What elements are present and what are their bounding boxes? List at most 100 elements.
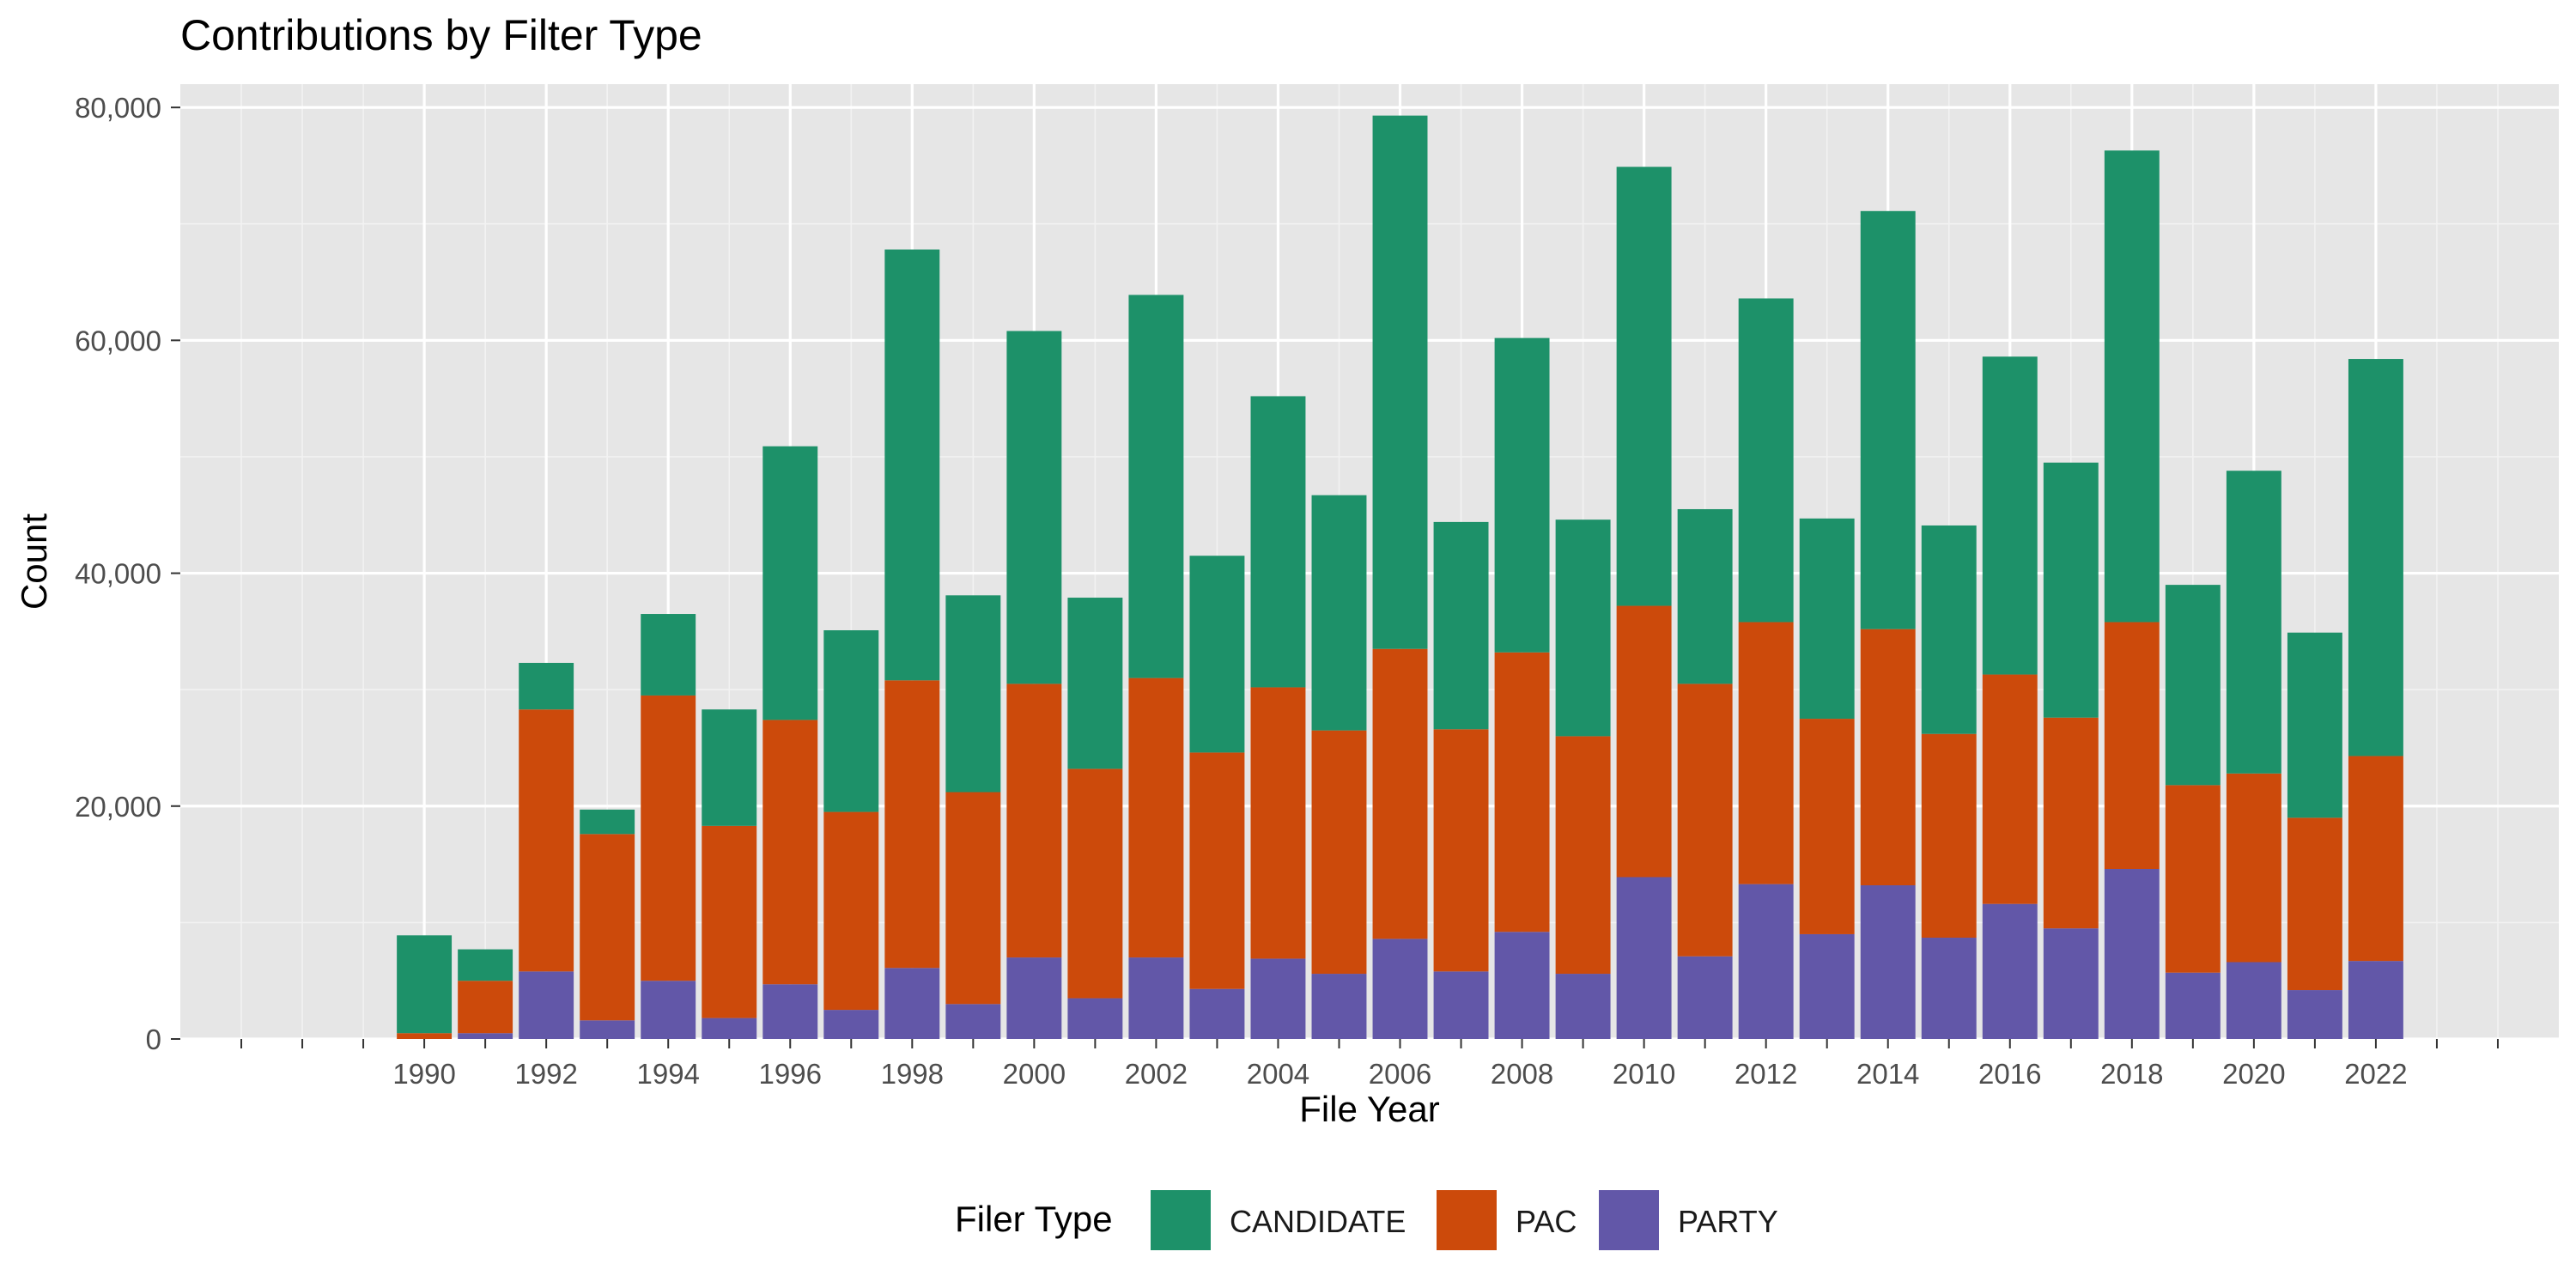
bar-party-2004 — [1250, 958, 1306, 1039]
bar-party-2016 — [1982, 903, 2038, 1039]
bar-candidate-2019 — [2165, 585, 2221, 786]
x-tick-label: 1994 — [636, 1058, 699, 1090]
bar-party-2022 — [2348, 961, 2403, 1039]
x-tick-label: 2004 — [1247, 1058, 1309, 1090]
bar-candidate-2017 — [2043, 462, 2099, 718]
bar-pac-1991 — [458, 981, 513, 1034]
bar-pac-2021 — [2287, 817, 2342, 991]
bar-candidate-2013 — [1799, 518, 1855, 720]
bar-pac-2022 — [2348, 756, 2403, 962]
bar-party-2014 — [1860, 884, 1916, 1039]
bar-candidate-1990 — [397, 935, 453, 1034]
bar-pac-2001 — [1067, 769, 1123, 999]
bar-pac-2002 — [1128, 677, 1184, 958]
bar-candidate-2010 — [1616, 167, 1672, 606]
y-tick-label: 60,000 — [75, 325, 161, 356]
bar-pac-2011 — [1677, 683, 1733, 957]
legend-key-pac — [1437, 1190, 1497, 1250]
bar-candidate-2002 — [1128, 295, 1184, 678]
bar-party-2020 — [2226, 962, 2281, 1039]
bar-candidate-2015 — [1921, 525, 1977, 734]
bar-candidate-1993 — [580, 809, 635, 835]
x-tick-label: 1992 — [514, 1058, 577, 1090]
bar-party-1994 — [641, 981, 696, 1039]
x-tick-label: 2020 — [2222, 1058, 2285, 1090]
x-tick-label: 2018 — [2100, 1058, 2163, 1090]
bar-pac-2010 — [1616, 605, 1672, 878]
bar-pac-1994 — [641, 695, 696, 981]
bar-party-1997 — [823, 1010, 879, 1039]
x-tick-label: 2000 — [1003, 1058, 1066, 1090]
x-tick-label: 2022 — [2344, 1058, 2407, 1090]
bar-pac-2003 — [1189, 752, 1245, 989]
x-tick-label: 2006 — [1369, 1058, 1431, 1090]
x-tick-label: 1996 — [759, 1058, 822, 1090]
bar-party-2009 — [1555, 974, 1611, 1039]
bar-pac-1997 — [823, 811, 879, 1011]
x-tick-label: 2010 — [1613, 1058, 1675, 1090]
legend-title: Filer Type — [955, 1199, 1113, 1239]
bar-pac-2007 — [1433, 729, 1489, 972]
bar-candidate-2011 — [1677, 508, 1733, 684]
bar-pac-1993 — [580, 834, 635, 1021]
bar-pac-2013 — [1799, 719, 1855, 934]
bar-candidate-1999 — [945, 595, 1001, 793]
y-axis-label: Count — [14, 513, 54, 610]
bar-candidate-2003 — [1189, 556, 1245, 753]
bar-pac-2005 — [1311, 730, 1367, 975]
bar-candidate-2018 — [2104, 150, 2160, 623]
legend-key-candidate — [1151, 1190, 1211, 1250]
bar-pac-2009 — [1555, 736, 1611, 975]
bar-candidate-2012 — [1738, 298, 1794, 623]
bar-pac-1995 — [702, 825, 757, 1018]
x-tick-label: 2012 — [1735, 1058, 1797, 1090]
bar-party-2000 — [1006, 957, 1062, 1039]
legend-label-candidate: CANDIDATE — [1230, 1204, 1406, 1239]
plot-panel — [180, 84, 2559, 1039]
bar-party-1998 — [884, 968, 940, 1039]
x-tick-label: 2002 — [1125, 1058, 1188, 1090]
bar-pac-2020 — [2226, 773, 2281, 963]
bar-candidate-2007 — [1433, 521, 1489, 730]
bar-candidate-2016 — [1982, 356, 2038, 675]
chart-title: Contributions by Filter Type — [180, 11, 702, 59]
bar-party-1992 — [519, 971, 574, 1039]
bar-party-2006 — [1372, 939, 1428, 1039]
legend-label-pac: PAC — [1516, 1204, 1577, 1239]
bar-candidate-2014 — [1860, 210, 1916, 629]
bar-party-2021 — [2287, 990, 2342, 1039]
bar-party-2003 — [1189, 988, 1245, 1039]
bar-party-2005 — [1311, 974, 1367, 1039]
bar-candidate-2001 — [1067, 598, 1123, 769]
bar-pac-1998 — [884, 680, 940, 969]
x-axis: 1990 1992 1994 1996 1998 2000 2002 2004 2006 2008… — [240, 1039, 2499, 1090]
bar-party-2001 — [1067, 998, 1123, 1039]
y-tick-label: 80,000 — [75, 92, 161, 124]
bar-candidate-2006 — [1372, 115, 1428, 649]
bar-party-2013 — [1799, 933, 1855, 1039]
bar-candidate-1996 — [762, 446, 818, 720]
x-axis-label: File Year — [1299, 1089, 1439, 1129]
bar-candidate-2008 — [1494, 337, 1550, 653]
bar-pac-2006 — [1372, 648, 1428, 939]
bar-party-1999 — [945, 1004, 1001, 1039]
bar-candidate-2009 — [1555, 519, 1611, 737]
bar-candidate-2000 — [1006, 331, 1062, 684]
bar-pac-2008 — [1494, 652, 1550, 933]
x-tick-label: 2016 — [1978, 1058, 2041, 1090]
bar-party-1995 — [702, 1018, 757, 1039]
bar-pac-1990 — [397, 1033, 453, 1039]
bar-pac-2014 — [1860, 629, 1916, 885]
bar-party-1993 — [580, 1020, 635, 1039]
bar-pac-2012 — [1738, 622, 1794, 884]
bar-candidate-1995 — [702, 709, 757, 826]
bar-party-2010 — [1616, 877, 1672, 1039]
bar-party-1996 — [762, 984, 818, 1039]
legend-key-party — [1599, 1190, 1659, 1250]
x-tick-label: 2008 — [1491, 1058, 1553, 1090]
y-tick-label: 20,000 — [75, 791, 161, 823]
bar-candidate-2005 — [1311, 495, 1367, 731]
legend: Filer Type CANDIDATE PAC PARTY — [0, 1190, 2576, 1255]
y-tick-label: 40,000 — [75, 558, 161, 590]
